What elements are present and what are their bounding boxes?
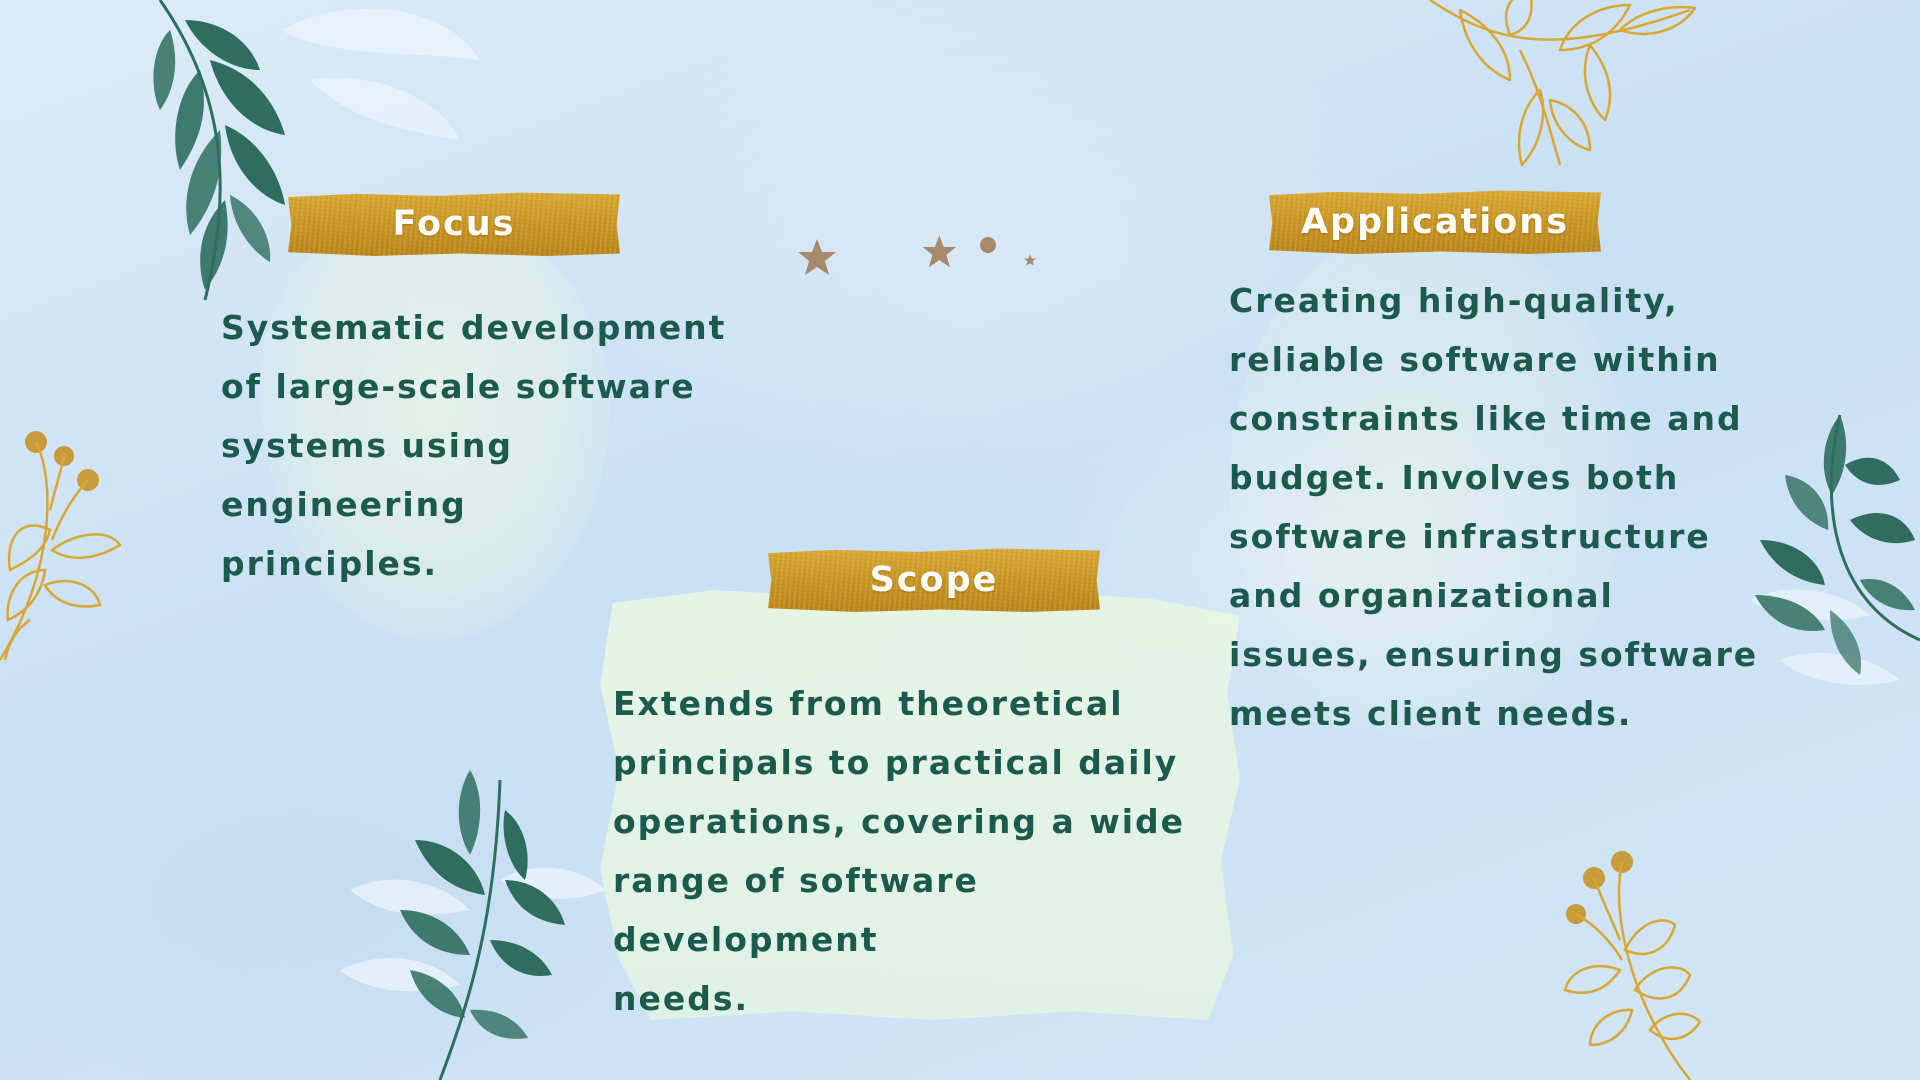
scope-heading: Scope — [869, 560, 999, 600]
gold-berry-branch-icon — [1563, 851, 1702, 1080]
star-icon — [922, 235, 957, 268]
applications-heading: Applications — [1300, 202, 1570, 242]
leaf-branch-gold-outline-icon — [1429, 0, 1697, 167]
focus-body-text: Systematic development of large-scale so… — [221, 308, 727, 583]
leaf-branch-green-icon — [1750, 414, 1920, 685]
watercolor-wash-right — [1230, 220, 1630, 740]
watercolor-wash-left — [260, 210, 610, 640]
star-icon — [798, 239, 836, 275]
gold-berry-branch-icon — [0, 431, 122, 661]
applications-heading-banner: Applications — [1269, 190, 1601, 254]
star-icon — [1023, 254, 1037, 266]
focus-heading-banner: Focus — [288, 192, 620, 256]
leaf-branch-green-icon — [153, 0, 480, 301]
watercolor-wash-center — [600, 590, 1240, 1020]
scope-body-text: Extends from theoretical principals to p… — [613, 684, 1186, 1018]
dot-icon — [980, 237, 996, 253]
applications-body-text: Creating high-quality, reliable software… — [1229, 281, 1759, 733]
leaf-branch-green-icon — [340, 770, 605, 1080]
focus-heading: Focus — [392, 204, 516, 244]
scope-heading-banner: Scope — [768, 548, 1100, 612]
